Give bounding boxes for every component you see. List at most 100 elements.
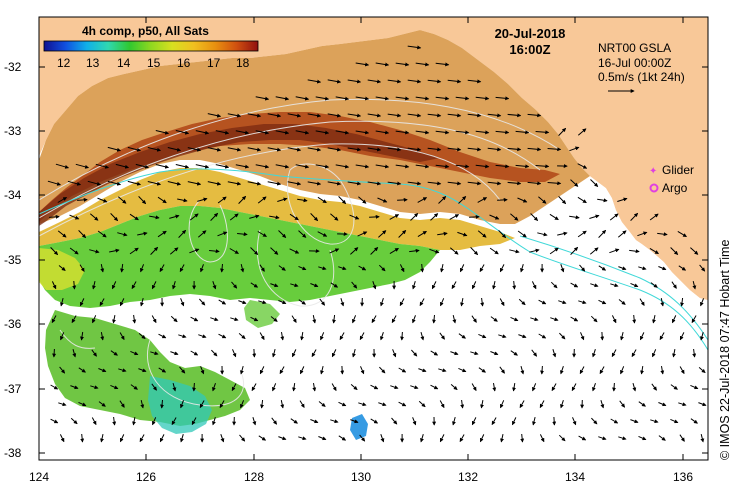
current-arrow — [411, 349, 418, 357]
current-arrow — [452, 314, 457, 324]
current-arrow — [191, 417, 197, 426]
current-arrow — [698, 402, 707, 407]
current-arrow — [147, 181, 162, 186]
current-arrow — [117, 232, 128, 237]
current-arrow — [477, 230, 487, 238]
current-arrow — [212, 383, 216, 392]
current-arrow — [471, 281, 477, 290]
current-arrow — [277, 197, 288, 202]
current-arrow — [527, 147, 542, 152]
current-arrow — [618, 266, 627, 271]
current-arrow — [398, 401, 407, 407]
current-arrow — [198, 334, 207, 339]
current-arrow — [179, 264, 185, 273]
current-arrow — [577, 196, 587, 204]
current-arrow — [650, 419, 659, 424]
current-arrow — [458, 196, 467, 204]
current-arrow — [130, 384, 138, 390]
current-arrow — [395, 62, 410, 67]
current-arrow — [410, 213, 419, 221]
current-arrow — [450, 351, 459, 356]
colorbar-tick: 15 — [147, 56, 161, 70]
x-tick-label: 126 — [136, 470, 156, 484]
current-arrow — [407, 45, 422, 50]
current-arrow — [297, 198, 308, 203]
current-arrow — [315, 130, 330, 135]
current-arrow — [291, 315, 297, 323]
current-arrow — [579, 366, 585, 375]
current-arrow — [98, 368, 107, 373]
current-arrow — [451, 281, 457, 290]
current-arrow — [520, 433, 525, 443]
current-arrow — [332, 314, 336, 324]
current-arrow — [311, 349, 317, 358]
current-arrow — [457, 231, 468, 237]
current-arrow — [75, 163, 90, 169]
x-tick-label: 132 — [458, 470, 478, 484]
current-arrow — [91, 315, 97, 324]
current-arrow — [391, 315, 397, 324]
current-arrow — [227, 113, 242, 118]
current-arrow — [430, 384, 439, 390]
current-arrow — [600, 331, 605, 341]
current-arrow — [511, 417, 517, 426]
current-arrow — [435, 96, 450, 101]
current-arrow — [671, 281, 677, 289]
current-arrow — [315, 96, 330, 101]
current-arrow — [510, 213, 519, 221]
current-arrow — [71, 315, 77, 324]
current-arrow — [151, 315, 157, 324]
current-arrow — [89, 213, 99, 221]
current-arrow — [158, 367, 167, 373]
current-arrow — [187, 181, 202, 186]
current-arrow — [389, 214, 400, 220]
current-arrow — [307, 147, 322, 152]
current-arrow — [298, 265, 307, 271]
current-arrow — [369, 214, 380, 219]
current-arrow — [417, 230, 427, 238]
current-arrow — [195, 164, 210, 169]
sst-hot-jet — [39, 112, 560, 222]
current-arrow — [460, 298, 464, 307]
current-arrow — [327, 79, 342, 84]
current-arrow — [467, 79, 482, 84]
current-arrow — [420, 434, 424, 443]
current-arrow — [259, 366, 265, 375]
current-arrow — [151, 417, 157, 426]
current-arrow — [391, 417, 398, 425]
current-arrow — [589, 247, 599, 255]
current-arrow — [375, 130, 390, 135]
current-arrow — [467, 147, 482, 152]
current-arrow — [190, 316, 199, 322]
current-arrow — [91, 417, 97, 426]
current-arrow — [507, 181, 522, 186]
current-arrow — [347, 113, 362, 118]
current-arrow — [395, 164, 410, 169]
current-arrow — [415, 164, 430, 169]
current-arrow — [319, 298, 326, 306]
current-arrow — [80, 331, 84, 341]
current-arrow — [520, 365, 525, 375]
current-arrow — [295, 130, 310, 135]
current-arrow — [78, 367, 86, 373]
current-arrow — [591, 417, 598, 425]
glider-icon: ✦ — [649, 166, 657, 177]
current-arrow — [200, 366, 205, 375]
current-arrow — [492, 383, 497, 392]
current-arrow — [578, 435, 587, 441]
current-arrow — [417, 197, 428, 203]
current-arrow — [67, 180, 82, 186]
current-arrow — [229, 248, 239, 254]
current-arrow — [569, 146, 580, 152]
current-arrow — [551, 383, 557, 392]
current-arrow — [252, 348, 257, 358]
current-arrow — [571, 383, 577, 392]
current-arrow — [199, 298, 206, 306]
current-arrow — [572, 417, 577, 426]
current-arrow — [617, 197, 628, 202]
current-arrow — [620, 366, 625, 375]
current-arrow — [137, 231, 148, 236]
current-arrow — [147, 147, 162, 152]
current-arrow — [127, 180, 142, 186]
current-arrow — [540, 365, 545, 375]
